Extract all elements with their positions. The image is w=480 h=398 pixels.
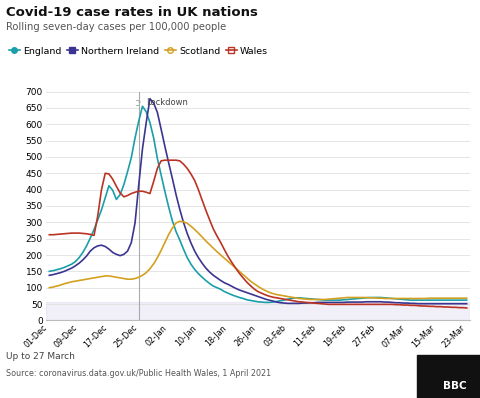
Legend: England, Northern Ireland, Scotland, Wales: England, Northern Ireland, Scotland, Wal… [9, 47, 268, 55]
Text: Covid-19 case rates in UK nations: Covid-19 case rates in UK nations [6, 6, 258, 19]
Text: BBC: BBC [443, 381, 467, 391]
Text: Rolling seven-day cases per 100,000 people: Rolling seven-day cases per 100,000 peop… [6, 22, 226, 32]
Text: Source: coronavirus.data.gov.uk/Public Health Wales, 1 April 2021: Source: coronavirus.data.gov.uk/Public H… [6, 369, 271, 378]
Text: Up to 27 March: Up to 27 March [6, 352, 74, 361]
Bar [46, 302, 470, 320]
Text: Lockdown: Lockdown [136, 98, 188, 107]
